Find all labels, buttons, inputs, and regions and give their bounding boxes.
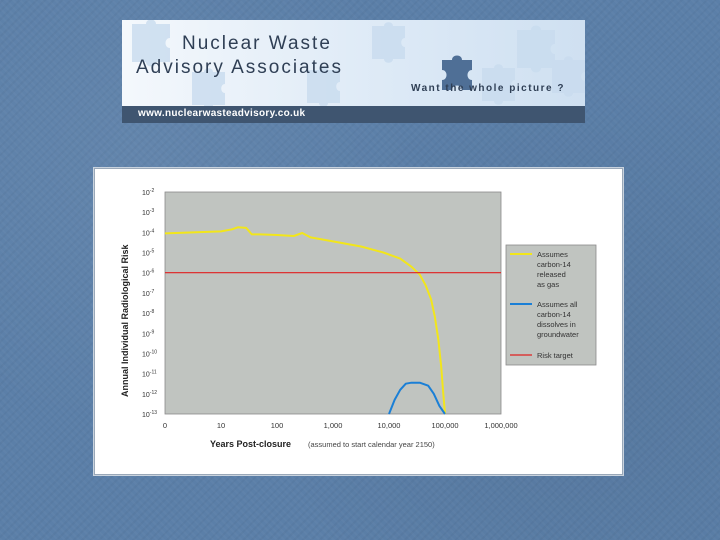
- legend-entry-1: Assumes carbon-14 released as gas: [537, 250, 571, 289]
- y-tick-label: 10-6: [142, 269, 154, 278]
- puzzle-background: [132, 20, 585, 106]
- y-tick-label: 10-9: [142, 329, 154, 338]
- y-tick-label: 10-8: [142, 309, 154, 318]
- y-tick-label: 10-3: [142, 208, 154, 217]
- plot-area: [164, 191, 502, 415]
- x-axis-label: Years Post-closure: [210, 439, 291, 449]
- legend-box: [505, 244, 597, 366]
- series-line-2: [388, 381, 446, 415]
- y-axis-label: Annual Individual Radiological Risk: [120, 243, 130, 397]
- series-layer: [164, 226, 501, 415]
- company-name-line2: Advisory Associates: [136, 57, 343, 78]
- y-axis-ticks: 10-2 10-3 10-4 10-5 10-6 10-7 10-8 10-9 10-10 10-…: [142, 188, 157, 419]
- x-tick-label: 100,000: [431, 421, 458, 430]
- y-tick-label: 10-10: [142, 349, 157, 358]
- website-url[interactable]: www.nuclearwasteadvisory.co.uk: [138, 108, 306, 119]
- company-name-line1: Nuclear Waste: [182, 33, 332, 54]
- y-tick-label: 10-5: [142, 249, 154, 258]
- x-tick-label: 0: [163, 421, 167, 430]
- y-tick-label: 10-11: [142, 370, 157, 379]
- legend-entry-3: Risk target: [537, 351, 574, 360]
- x-tick-label: 1,000,000: [484, 421, 517, 430]
- url-strip: [122, 106, 585, 123]
- x-tick-label: 100: [271, 421, 284, 430]
- y-tick-label: 10-13: [142, 410, 157, 419]
- x-tick-label: 10: [217, 421, 225, 430]
- y-tick-label: 10-2: [142, 188, 154, 197]
- legend: Assumes carbon-14 released as gas Assumes al…: [505, 244, 597, 366]
- y-tick-label: 10-4: [142, 228, 154, 237]
- x-tick-label: 1,000: [324, 421, 343, 430]
- risk-chart: 10-2 10-3 10-4 10-5 10-6 10-7 10-8 10-9 10-10 10-…: [120, 188, 597, 449]
- legend-entry-2: Assumes all carbon-14 dissolves in groundwa…: [537, 300, 579, 339]
- y-tick-label: 10-12: [142, 390, 157, 399]
- y-tick-label: 10-7: [142, 289, 154, 298]
- series-line-1: [164, 226, 446, 415]
- banner: Nuclear Waste Advisory Associates Want t…: [122, 20, 585, 123]
- tagline: Want the whole picture ?: [411, 83, 565, 94]
- x-axis-ticks: 0 10 100 1,000 10,000 100,000 1,000,000: [163, 421, 518, 430]
- puzzle-piece-icon: [442, 55, 472, 90]
- x-tick-label: 10,000: [378, 421, 401, 430]
- chart-panel: 10-2 10-3 10-4 10-5 10-6 10-7 10-8 10-9 10-10 10-…: [94, 168, 623, 475]
- x-axis-note: (assumed to start calendar year 2150): [308, 440, 435, 449]
